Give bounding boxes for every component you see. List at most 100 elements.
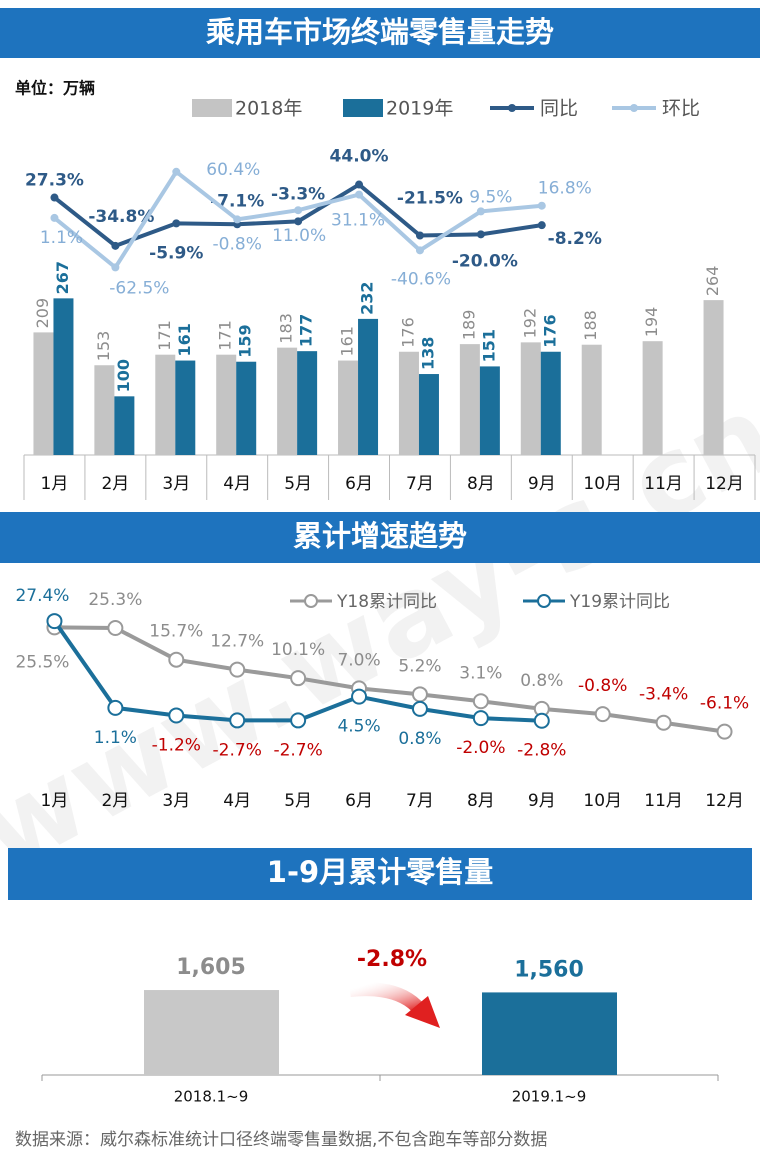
x-tick-label: 3月: [162, 474, 190, 494]
line-marker: [476, 230, 485, 239]
line-value-label: 7.0%: [337, 650, 380, 670]
line-marker: [46, 613, 63, 630]
line-value-label: -2.8%: [517, 741, 566, 761]
bar: [236, 361, 257, 455]
line-value-label: -0.8%: [213, 234, 262, 254]
bar-value-label: 161: [338, 326, 357, 357]
legend-label: 环比: [662, 98, 700, 120]
line-marker: [294, 217, 303, 226]
line-value-label: 1.1%: [94, 728, 137, 748]
line-marker: [233, 215, 242, 224]
x-tick-label: 2月: [101, 791, 129, 811]
bar: [277, 347, 298, 455]
line-marker: [351, 688, 368, 705]
x-tick-label: 11月: [644, 474, 683, 494]
line-value-label: -1.2%: [152, 735, 201, 755]
bar: [703, 300, 724, 455]
bar-value-label: 209: [33, 298, 52, 329]
line-value-label: -7.1%: [210, 191, 264, 211]
line-marker: [411, 700, 428, 717]
line-value-label: -34.8%: [88, 207, 154, 227]
bar-value-label: 161: [175, 323, 194, 356]
bar-value-label: 188: [581, 310, 600, 341]
legend-label: Y19累计同比: [569, 592, 670, 612]
legend-label: 2019年: [386, 98, 453, 120]
line-value-label: 12.7%: [210, 632, 264, 652]
bar-value-label: 176: [540, 314, 559, 347]
line-value-label: -0.8%: [578, 676, 627, 696]
bar-value-label: 189: [459, 310, 478, 341]
x-tick-label: 4月: [223, 791, 251, 811]
bar: [459, 344, 480, 455]
bar: [175, 360, 196, 455]
bar: [482, 992, 617, 1075]
bar-value-label: 176: [398, 317, 417, 348]
line-marker: [533, 712, 550, 729]
x-tick-label: 6月: [345, 474, 373, 494]
line-marker: [229, 712, 246, 729]
x-tick-label: 6月: [345, 791, 373, 811]
bar: [114, 396, 135, 455]
bar: [520, 342, 541, 455]
line-value-label: -3.4%: [639, 685, 688, 705]
line-marker: [594, 706, 611, 723]
legend-swatch: [192, 99, 232, 117]
x-tick-label: 10月: [583, 791, 622, 811]
line-marker: [476, 207, 485, 216]
line-marker: [716, 723, 733, 740]
bar-value-label: 1,605: [176, 955, 246, 980]
legend-marker: [508, 104, 516, 112]
legend-label: 2018年: [235, 98, 302, 120]
line-value-label: 11.0%: [272, 226, 326, 246]
line-marker: [50, 213, 59, 222]
legend-marker: [537, 594, 551, 608]
x-tick-label: 8月: [467, 791, 495, 811]
annotation: -2.8%: [357, 947, 427, 972]
line-value-label: -3.3%: [271, 184, 325, 204]
x-tick-label: 4月: [223, 474, 251, 494]
bar-value-label: 151: [479, 329, 498, 362]
x-tick-label: 2月: [101, 474, 129, 494]
bar-value-label: 183: [277, 313, 296, 344]
line-value-label: -2.7%: [273, 740, 322, 760]
x-tick-label: 2018.1~9: [174, 1088, 249, 1106]
line-value-label: 60.4%: [206, 160, 260, 180]
x-tick-label: 9月: [528, 474, 556, 494]
line-value-label: 27.3%: [25, 171, 84, 191]
line-marker: [355, 190, 364, 199]
header-bar: [0, 512, 760, 563]
line-marker: [537, 201, 546, 210]
line-value-label: 9.5%: [469, 187, 512, 207]
legend-label: Y18累计同比: [336, 592, 437, 612]
line-value-label: -8.2%: [548, 229, 602, 249]
line-marker: [415, 231, 424, 240]
chart-title: 累计增速趋势: [293, 519, 467, 553]
trend-arrow: [349, 982, 426, 1015]
line-marker: [472, 710, 489, 727]
legend-swatch: [343, 99, 383, 117]
bar: [33, 332, 54, 455]
chart-title: 乘用车市场终端零售量走势: [206, 15, 554, 49]
bar-value-label: 1,560: [514, 957, 584, 982]
line-value-label: 4.5%: [337, 717, 380, 737]
x-tick-label: 1月: [41, 791, 69, 811]
x-tick-label: 10月: [583, 474, 622, 494]
line-value-label: 3.1%: [459, 663, 502, 683]
x-tick-label: 3月: [162, 791, 190, 811]
line-value-label: 15.7%: [149, 622, 203, 642]
bar-value-label: 192: [520, 308, 539, 339]
line-marker: [229, 661, 246, 678]
trend-arrowhead: [405, 996, 440, 1028]
line-marker: [472, 693, 489, 710]
bar-value-label: 153: [94, 331, 113, 362]
line-marker: [411, 686, 428, 703]
bar: [338, 360, 359, 455]
bar: [642, 341, 663, 455]
x-tick-label: 5月: [284, 791, 312, 811]
line-marker: [107, 620, 124, 637]
footer: 数据来源：威尔森标准统计口径终端零售量数据,不包含跑车等部分数据: [15, 1130, 547, 1150]
bar: [540, 351, 561, 455]
line-marker: [415, 246, 424, 255]
